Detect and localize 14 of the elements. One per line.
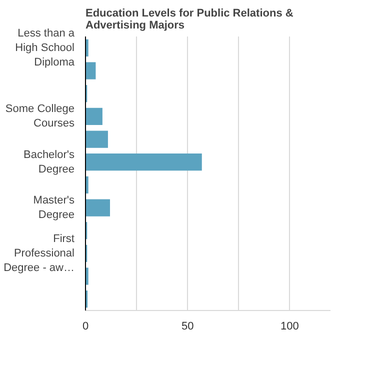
y-tick-label: First Professional Degree - aw…: [4, 233, 75, 274]
bar: [86, 154, 202, 171]
y-tick-label: Master's Degree: [33, 194, 75, 221]
x-tick-label: 0: [82, 320, 89, 332]
bar: [86, 130, 108, 148]
bar: [86, 199, 110, 216]
chart-title: Education Levels for Public Relations & Advertising Majors: [86, 8, 294, 32]
y-tick-label: Bachelor's Degree: [23, 148, 75, 176]
y-tick-label: Some College Courses: [5, 103, 75, 130]
bar: [86, 62, 96, 80]
bar: [86, 108, 102, 125]
x-tick-label: 50: [181, 320, 194, 332]
x-tick-label: 100: [280, 320, 299, 332]
y-tick-label: Less than a High School Diploma: [15, 28, 76, 68]
